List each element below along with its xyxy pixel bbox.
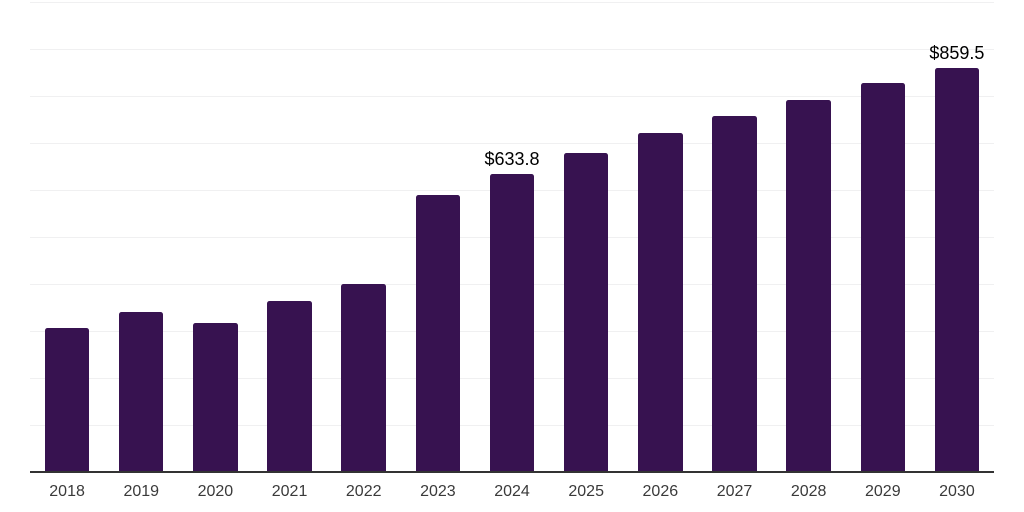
- data-label-2030: $859.5: [929, 43, 985, 64]
- bar-2020: [193, 323, 238, 472]
- gridline-900: [30, 49, 994, 50]
- x-tick-2022: 2022: [345, 483, 382, 500]
- bar-2026: [638, 133, 683, 472]
- gridline-1000: [30, 2, 994, 3]
- bar-2025: [563, 153, 609, 472]
- x-axis-line: [30, 471, 994, 473]
- x-tick-2019: 2019: [123, 483, 160, 500]
- x-tick-2021: 2021: [271, 483, 308, 500]
- bar-2022: [341, 284, 386, 472]
- bar-2029: [860, 82, 906, 472]
- bar-2030: [934, 68, 980, 472]
- x-tick-2025: 2025: [568, 483, 604, 500]
- x-axis-labels: 2018 2019 2020 2021 2022 2023 2024 2025 2026 2027…: [30, 480, 994, 504]
- bar-2019: [118, 312, 164, 472]
- bar-2023: [415, 194, 461, 472]
- bar-2018: [44, 328, 90, 472]
- x-tick-2029: 2029: [865, 483, 901, 500]
- plot-area: $633.8 $859.5: [30, 2, 994, 472]
- x-tick-2026: 2026: [642, 483, 679, 500]
- gridline-700: [30, 143, 994, 144]
- x-tick-2018: 2018: [49, 483, 85, 500]
- bar-2021: [267, 301, 312, 472]
- x-tick-2027: 2027: [716, 483, 753, 500]
- x-tick-2023: 2023: [420, 483, 456, 500]
- x-tick-2024: 2024: [494, 483, 530, 500]
- x-tick-2030: 2030: [939, 483, 975, 500]
- bar-2024: [489, 174, 535, 472]
- bar-2028: [786, 99, 831, 472]
- bar-2027: [712, 115, 757, 472]
- gridline-800: [30, 96, 994, 97]
- x-tick-2020: 2020: [197, 483, 234, 500]
- x-tick-2028: 2028: [790, 483, 827, 500]
- data-label-2024: $633.8: [484, 149, 540, 170]
